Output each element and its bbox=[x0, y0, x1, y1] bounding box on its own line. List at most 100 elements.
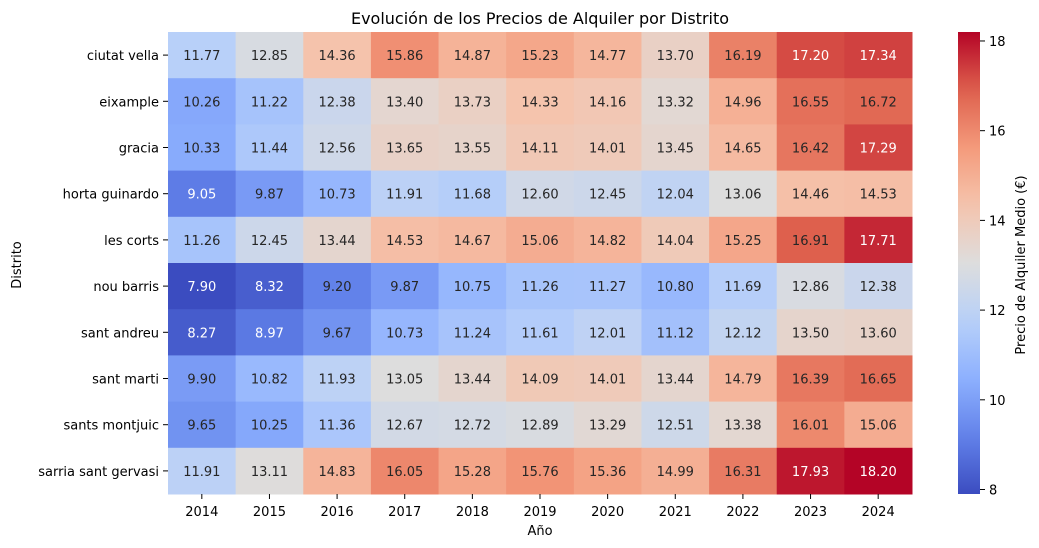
heatmap-cell bbox=[573, 263, 642, 310]
heatmap-cell bbox=[168, 78, 237, 125]
cell-value-label: 13.06 bbox=[724, 188, 761, 203]
heatmap-cell bbox=[573, 401, 642, 449]
y-tick-label: sarria sant gervasi bbox=[38, 465, 159, 480]
heatmap-cell bbox=[776, 447, 845, 495]
heatmap-cell bbox=[168, 263, 237, 310]
heatmap-cell bbox=[370, 263, 440, 310]
cell-value-label: 7.90 bbox=[187, 280, 216, 295]
cell-value-label: 14.16 bbox=[589, 95, 626, 110]
cell-value-label: 13.40 bbox=[386, 95, 423, 110]
heatmap-cell bbox=[303, 401, 372, 449]
heatmap-cell bbox=[709, 309, 778, 356]
cell-value-label: 15.36 bbox=[589, 465, 626, 480]
heatmap-cell bbox=[844, 263, 913, 310]
cell-value-label: 14.77 bbox=[589, 49, 626, 64]
cell-value-label: 16.05 bbox=[386, 465, 423, 480]
cell-value-label: 15.28 bbox=[454, 465, 491, 480]
heatmap-cell bbox=[168, 32, 237, 79]
heatmap-cell bbox=[168, 170, 237, 218]
colorbar-gradient bbox=[958, 32, 980, 494]
heatmap-cell bbox=[776, 216, 845, 264]
heatmap-cell bbox=[370, 170, 440, 218]
colorbar-tick-label: 12 bbox=[989, 304, 1006, 319]
cell-value-label: 13.44 bbox=[454, 373, 491, 388]
cell-value-label: 15.86 bbox=[386, 49, 423, 64]
cell-value-label: 14.99 bbox=[657, 465, 694, 480]
y-axis: ciutat vella eixample gracia horta guinardo… bbox=[38, 49, 168, 480]
y-tick-label: eixample bbox=[99, 95, 159, 110]
heatmap-cell bbox=[641, 355, 710, 403]
x-tick-label: 2019 bbox=[523, 505, 556, 520]
heatmap-cell bbox=[641, 32, 710, 79]
cell-value-label: 14.33 bbox=[521, 95, 558, 110]
cell-value-label: 11.26 bbox=[521, 280, 558, 295]
y-axis-label: Distrito bbox=[10, 241, 25, 289]
cell-value-label: 17.29 bbox=[860, 142, 897, 157]
cell-value-label: 12.85 bbox=[251, 49, 288, 64]
heatmap-cell bbox=[235, 263, 304, 310]
heatmap-cell bbox=[438, 447, 507, 495]
heatmap-cell bbox=[709, 401, 778, 449]
cell-value-label: 14.53 bbox=[860, 188, 897, 203]
cell-value-label: 15.23 bbox=[521, 49, 558, 64]
heatmap-cell bbox=[506, 355, 575, 403]
x-tick-label: 2021 bbox=[659, 505, 692, 520]
heatmap-cell bbox=[438, 170, 507, 218]
cell-value-label: 11.27 bbox=[589, 280, 626, 295]
heatmap-cell bbox=[506, 263, 575, 310]
cell-value-label: 14.96 bbox=[724, 95, 761, 110]
heatmap-cell bbox=[709, 447, 778, 495]
cell-value-label: 17.71 bbox=[860, 234, 897, 249]
heatmap-cell bbox=[709, 355, 778, 403]
heatmap-cell bbox=[303, 78, 372, 125]
cell-value-label: 14.79 bbox=[724, 373, 761, 388]
heatmap-cell bbox=[844, 32, 913, 79]
heatmap-cell bbox=[844, 124, 913, 172]
cell-value-label: 16.01 bbox=[792, 419, 829, 434]
cell-value-label: 16.42 bbox=[792, 142, 829, 157]
heatmap-cell bbox=[370, 216, 440, 264]
colorbar-label: Precio de Alquiler Medio (€) bbox=[1014, 175, 1029, 354]
heatmap-cell bbox=[438, 355, 507, 403]
cell-value-label: 14.65 bbox=[724, 142, 761, 157]
cell-value-label: 18.20 bbox=[860, 465, 897, 480]
heatmap-cell bbox=[506, 170, 575, 218]
heatmap-cell bbox=[506, 32, 575, 79]
colorbar: 8 10 12 14 16 18 bbox=[958, 32, 1006, 499]
cell-value-label: 13.44 bbox=[657, 373, 694, 388]
cell-value-label: 11.61 bbox=[521, 326, 558, 341]
cell-value-label: 12.86 bbox=[792, 280, 829, 295]
heatmap-cell bbox=[844, 170, 913, 218]
cell-value-label: 16.55 bbox=[792, 95, 829, 110]
cell-value-label: 11.68 bbox=[454, 188, 491, 203]
cell-value-label: 14.67 bbox=[454, 234, 491, 249]
heatmap-cell bbox=[776, 170, 845, 218]
cell-value-label: 12.67 bbox=[386, 419, 423, 434]
x-tick-label: 2015 bbox=[253, 505, 286, 520]
cell-value-label: 17.20 bbox=[792, 49, 829, 64]
cell-value-label: 12.12 bbox=[724, 326, 761, 341]
heatmap-cell bbox=[235, 309, 304, 356]
heatmap-cell bbox=[370, 401, 440, 449]
cell-value-label: 11.24 bbox=[454, 326, 491, 341]
heatmap-cell bbox=[506, 401, 575, 449]
y-tick-label: ciutat vella bbox=[87, 49, 159, 64]
cell-value-label: 9.20 bbox=[323, 280, 352, 295]
heatmap-cell bbox=[844, 355, 913, 403]
cell-value-label: 16.39 bbox=[792, 373, 829, 388]
heatmap-cell bbox=[844, 309, 913, 356]
cell-value-label: 12.51 bbox=[657, 419, 694, 434]
cell-value-label: 8.97 bbox=[255, 326, 284, 341]
heatmap-cell bbox=[235, 32, 304, 79]
heatmap-cell bbox=[776, 355, 845, 403]
heatmap-cell bbox=[641, 447, 710, 495]
heatmap-cell bbox=[303, 263, 372, 310]
heatmap-cell bbox=[709, 263, 778, 310]
x-axis: 2014 2015 2016 2017 2018 2019 2020 2021 2022 2023… bbox=[185, 494, 895, 520]
cell-value-label: 10.82 bbox=[251, 373, 288, 388]
heatmap-cell bbox=[506, 216, 575, 264]
cell-value-label: 15.06 bbox=[521, 234, 558, 249]
cell-value-label: 13.65 bbox=[386, 142, 423, 157]
cell-value-label: 14.11 bbox=[521, 142, 558, 157]
heatmap-cell bbox=[776, 78, 845, 125]
